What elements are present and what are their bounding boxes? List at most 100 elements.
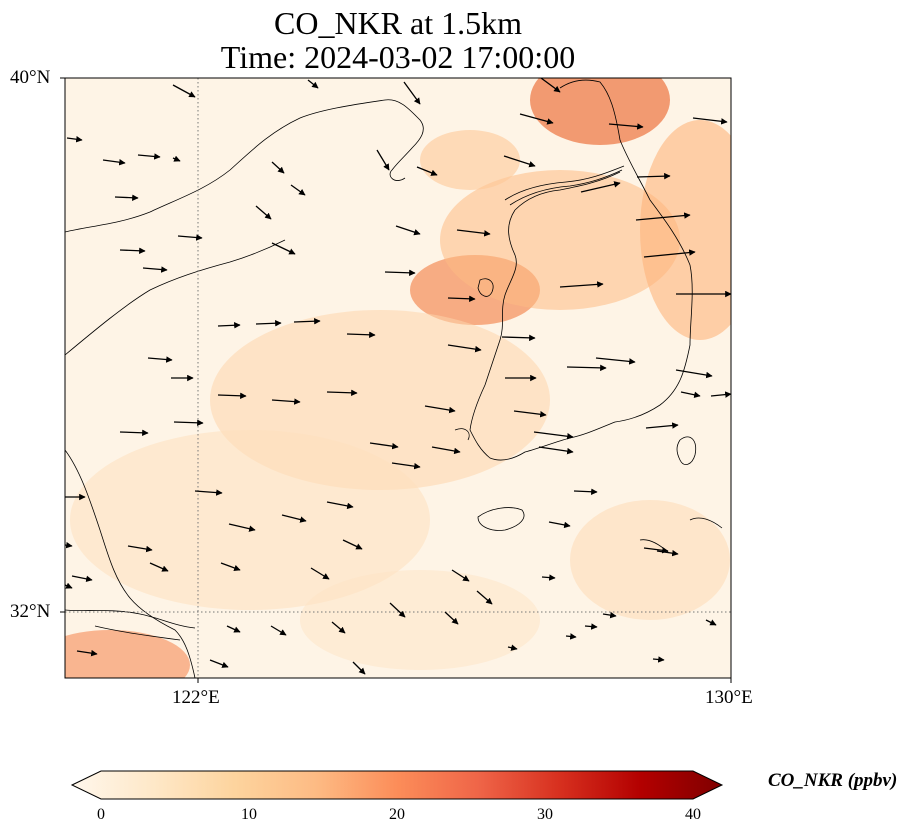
wind-arrow xyxy=(342,539,363,550)
wind-arrow xyxy=(652,656,665,663)
wind-arrow xyxy=(645,422,679,429)
lon-tick-label-122: 122°E xyxy=(172,687,220,708)
wind-arrow xyxy=(172,84,196,98)
co-concentration-field xyxy=(65,78,731,678)
wind-arrow xyxy=(403,81,421,105)
wind-arrow xyxy=(255,205,272,220)
wind-arrow xyxy=(65,582,73,589)
wind-arrow xyxy=(643,547,669,554)
wind-arrow xyxy=(656,549,679,557)
wind-arrow xyxy=(391,462,421,470)
wind-arrow xyxy=(71,575,93,583)
wind-arrow xyxy=(602,611,617,619)
wind-arrow xyxy=(147,356,173,363)
wind-arrow xyxy=(209,659,229,668)
wind-arrow xyxy=(513,410,547,418)
wind-arrow xyxy=(217,322,241,329)
wind-arrow xyxy=(281,514,307,523)
wind-arrow xyxy=(533,431,574,440)
wind-arrow xyxy=(217,392,247,400)
wind-arrow xyxy=(326,501,354,510)
wind-arrow xyxy=(149,562,169,572)
wind-arrow xyxy=(293,317,321,325)
wind-arrow xyxy=(444,611,459,625)
wind-arrow xyxy=(580,181,621,193)
concentration-patch xyxy=(440,170,680,310)
wind-arrow xyxy=(119,247,146,255)
wind-arrow xyxy=(643,249,696,258)
colorbar-label: CO_NKR (ppbv) xyxy=(768,770,898,791)
wind-arrow xyxy=(226,625,241,633)
wind-arrow xyxy=(503,155,536,168)
wind-arrow xyxy=(310,567,330,580)
lat-tick-label-32: 32°N xyxy=(10,601,51,622)
wind-arrow xyxy=(456,229,491,237)
wind-arrow xyxy=(331,621,346,634)
wind-arrow xyxy=(127,545,153,553)
wind-arrow xyxy=(635,212,691,221)
wind-arrow xyxy=(692,117,728,125)
wind-arrow xyxy=(271,161,285,174)
colorbar-tick-40: 40 xyxy=(685,806,701,823)
wind-arrow xyxy=(507,644,518,651)
concentration-patch xyxy=(420,130,520,190)
wind-arrow xyxy=(541,574,556,581)
wind-arrow xyxy=(451,569,470,582)
wind-arrow xyxy=(270,625,287,636)
wind-arrow xyxy=(501,334,536,342)
wind-arrow xyxy=(384,269,416,277)
concentration-patch xyxy=(530,78,670,145)
concentration-patch xyxy=(70,430,430,610)
wind-arrow xyxy=(271,242,296,255)
coastlines xyxy=(65,79,723,678)
wind-arrow xyxy=(447,344,482,353)
concentration-patch xyxy=(640,120,731,340)
wind-arrow xyxy=(352,661,366,675)
wind-arrow xyxy=(346,331,376,339)
wind-arrow xyxy=(636,172,671,180)
wind-arrow xyxy=(424,405,456,414)
wind-arrow xyxy=(548,521,571,529)
title-variable: CO_NKR at 1.5km xyxy=(274,5,522,41)
wind-arrow xyxy=(710,391,731,398)
wind-arrow xyxy=(119,429,149,437)
map-frame xyxy=(64,77,732,679)
wind-arrow xyxy=(177,234,203,241)
wind-arrow xyxy=(228,523,256,532)
lat-tick-label-40: 40°N xyxy=(10,67,51,88)
wind-arrow xyxy=(447,295,476,303)
wind-arrow xyxy=(102,158,126,166)
wind-arrow xyxy=(142,266,168,273)
map-title: CO_NKR at 1.5km Time: 2024-03-02 17:00:0… xyxy=(0,6,796,74)
wind-arrow xyxy=(271,398,301,405)
wind-arrow xyxy=(395,225,421,236)
colorbar-tick-10: 10 xyxy=(241,806,257,823)
wind-arrow xyxy=(566,364,607,372)
colorbar-bar xyxy=(70,770,724,800)
wind-arrow xyxy=(608,123,644,130)
concentration-patch xyxy=(300,570,540,670)
wind-arrow xyxy=(114,194,139,201)
wind-arrow xyxy=(519,113,554,125)
concentration-patch xyxy=(570,500,730,620)
wind-arrow xyxy=(389,602,406,618)
wind-arrow xyxy=(369,442,399,450)
wind-arrow xyxy=(173,419,204,427)
wind-arrow xyxy=(540,78,561,93)
colorbar-tick-20: 20 xyxy=(389,806,405,823)
wind-arrow xyxy=(538,446,574,455)
colorbar-tick-0: 0 xyxy=(97,806,105,823)
wind-arrow xyxy=(584,623,598,630)
wind-arrow xyxy=(431,446,461,455)
wind-arrow xyxy=(172,155,181,162)
wind-arrow xyxy=(290,184,306,196)
wind-arrow xyxy=(573,488,598,495)
wind-arrow xyxy=(680,391,701,398)
wind-arrow xyxy=(675,369,713,379)
wind-arrow xyxy=(376,149,390,171)
map-panel xyxy=(65,78,731,678)
wind-vectors xyxy=(65,78,731,675)
wind-arrow xyxy=(76,649,98,657)
